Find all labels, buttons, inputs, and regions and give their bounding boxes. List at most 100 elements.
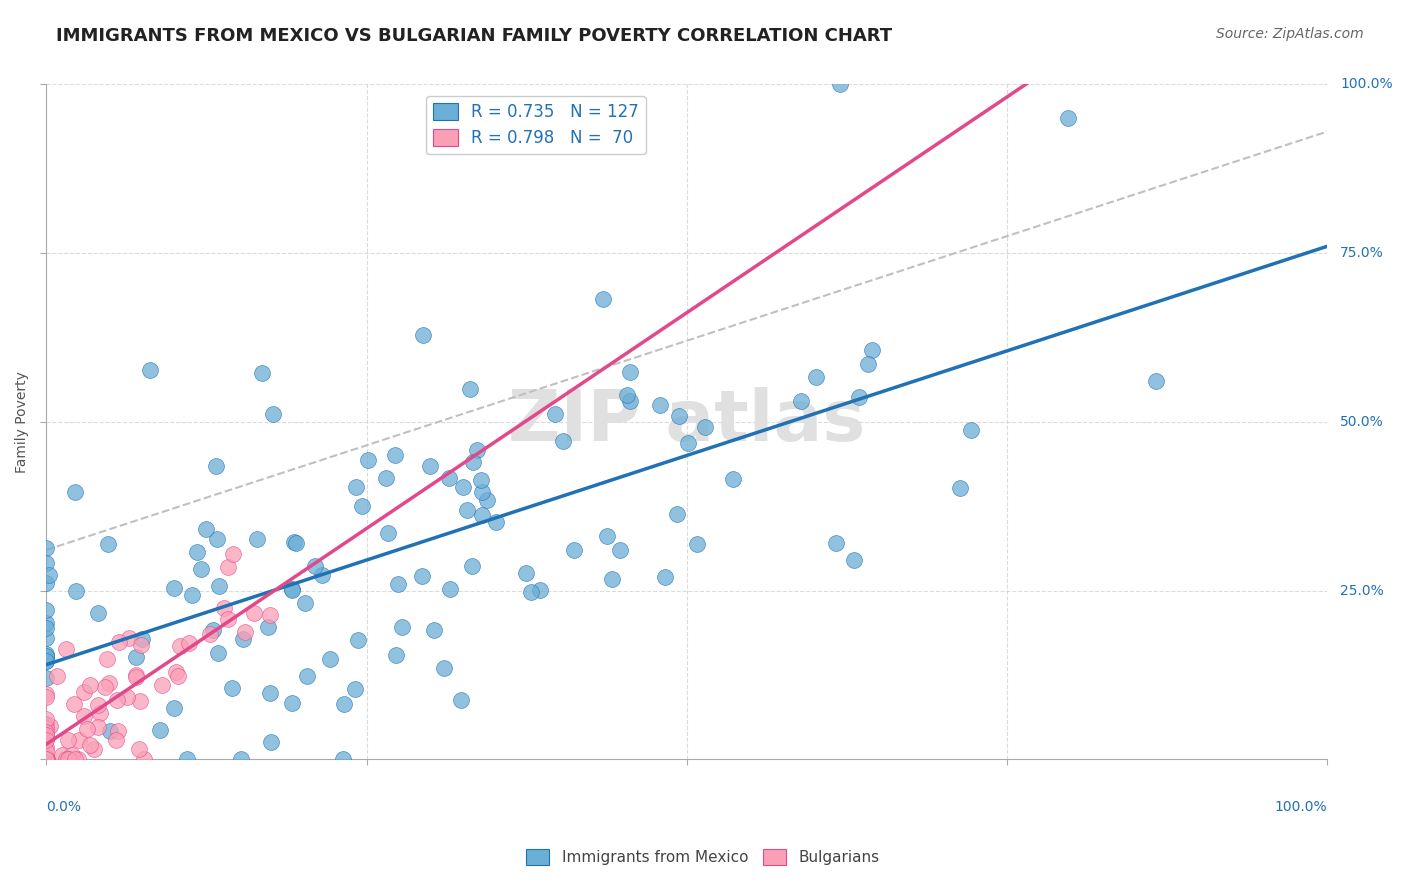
Point [35,752,58,766]
Point [35,718,58,732]
Point [332,752,354,766]
Point [63,697,86,711]
Point [63,752,86,766]
Point [648,398,671,412]
Point [377,526,399,541]
Point [515,566,537,581]
Point [411,569,433,583]
Point [129,638,152,652]
Point [104,733,127,747]
Point [98,676,121,690]
Point [619,394,641,409]
Point [352,499,374,513]
Point [56,733,79,747]
Point [55,752,77,766]
Point [475,492,498,507]
Point [35,744,58,758]
Point [35,752,58,766]
Point [419,459,441,474]
Point [721,472,744,486]
Point [250,366,273,380]
Point [470,473,492,487]
Point [949,481,972,495]
Point [35,752,58,766]
Point [344,682,367,697]
Legend: R = 0.735   N = 127, R = 0.798   N =  70: R = 0.735 N = 127, R = 0.798 N = 70 [426,96,645,154]
Point [87,720,110,734]
Point [86,698,108,713]
Point [107,635,129,649]
Point [35,654,58,668]
Point [205,458,228,473]
Point [246,533,269,547]
Point [176,752,198,766]
Legend: Immigrants from Mexico, Bulgarians: Immigrants from Mexico, Bulgarians [520,843,886,871]
Point [384,448,406,462]
Point [190,562,212,576]
Point [848,390,870,404]
Point [229,752,252,766]
Point [304,559,326,574]
Point [1144,375,1167,389]
Point [107,723,129,738]
Point [83,741,105,756]
Point [35,732,58,747]
Point [181,588,204,602]
Point [233,624,256,639]
Point [616,388,638,402]
Point [461,559,484,574]
Point [596,529,619,543]
Point [35,621,58,635]
Point [79,678,101,692]
Text: 75.0%: 75.0% [1340,246,1384,260]
Point [35,750,58,764]
Point [35,648,58,662]
Point [35,721,58,735]
Point [686,537,709,551]
Point [139,363,162,377]
Point [283,535,305,549]
Point [51,748,73,763]
Point [35,649,58,664]
Point [165,665,187,679]
Point [1057,111,1080,125]
Text: 50.0%: 50.0% [1340,415,1384,429]
Point [856,357,879,371]
Point [485,515,508,529]
Point [89,706,111,720]
Point [471,485,494,500]
Point [790,393,813,408]
Point [55,641,77,656]
Point [602,572,624,586]
Point [97,537,120,551]
Point [344,480,367,494]
Point [35,631,58,645]
Point [256,619,278,633]
Point [38,719,60,733]
Point [374,471,396,485]
Point [79,739,101,753]
Text: IMMIGRANTS FROM MEXICO VS BULGARIAN FAMILY POVERTY CORRELATION CHART: IMMIGRANTS FROM MEXICO VS BULGARIAN FAMI… [56,27,893,45]
Point [35,752,58,766]
Point [194,522,217,536]
Point [73,684,96,698]
Point [828,78,851,92]
Point [129,694,152,708]
Point [67,732,90,747]
Text: 100.0%: 100.0% [1340,78,1393,92]
Point [35,728,58,742]
Point [262,408,284,422]
Point [347,632,370,647]
Point [149,723,172,737]
Point [295,669,318,683]
Y-axis label: Family Poverty: Family Poverty [15,371,30,473]
Point [450,693,472,707]
Point [118,632,141,646]
Text: ZIP atlas: ZIP atlas [509,387,866,457]
Point [619,365,641,379]
Point [433,661,456,675]
Point [294,596,316,610]
Point [387,576,409,591]
Point [520,585,543,599]
Point [959,423,981,437]
